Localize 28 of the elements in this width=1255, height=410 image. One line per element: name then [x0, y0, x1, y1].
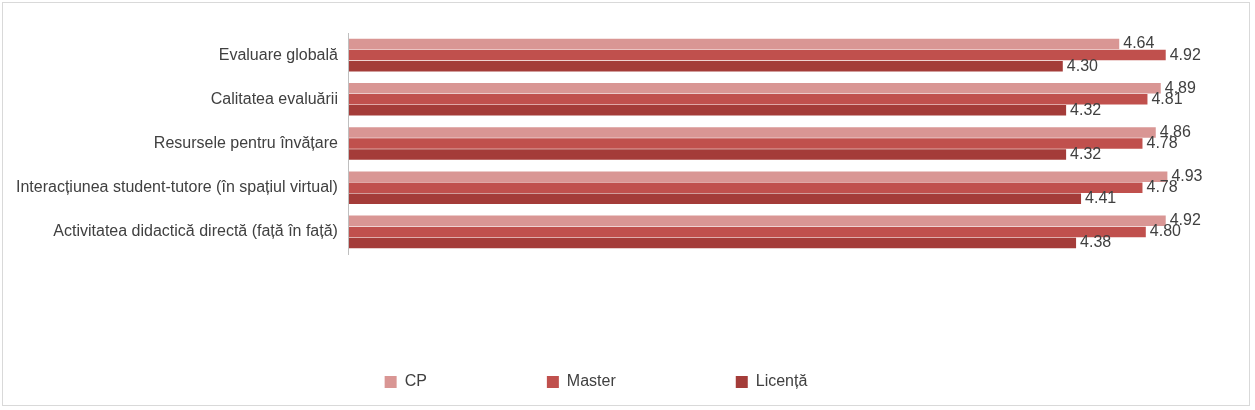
y-tick-label: Interacțiunea student-tutore (în spațiul virtual): [15, 178, 338, 196]
data-label: 4.32: [1070, 100, 1102, 118]
bar: [348, 127, 1156, 138]
data-label: 4.41: [1085, 189, 1117, 207]
bar: [348, 193, 1082, 204]
legend-label: Master: [566, 372, 617, 390]
bar: [348, 138, 1143, 149]
bar: [348, 149, 1067, 160]
y-tick-label: Resursele pentru învățare: [153, 133, 339, 151]
data-label: 4.64: [1123, 34, 1155, 52]
data-label: 4.32: [1070, 144, 1102, 162]
bar: [348, 83, 1161, 94]
data-label: 4.92: [1169, 45, 1201, 63]
bar: [348, 105, 1067, 116]
legend-label: Licență: [755, 372, 808, 390]
y-tick-label: Activitatea didactică directă (față în față): [53, 222, 338, 240]
legend-label: CP: [404, 372, 427, 390]
bar: [348, 171, 1168, 182]
bar: [348, 38, 1120, 50]
bar: [348, 237, 1077, 249]
y-tick-label: Evaluare globală: [218, 45, 339, 63]
bar: [348, 94, 1148, 105]
bar: [348, 49, 1166, 61]
bar: [348, 182, 1143, 193]
data-label: 4.38: [1080, 233, 1112, 251]
y-tick-label: Calitatea evaluării: [210, 89, 338, 107]
bar: [348, 60, 1063, 72]
data-label: 4.30: [1066, 56, 1099, 74]
